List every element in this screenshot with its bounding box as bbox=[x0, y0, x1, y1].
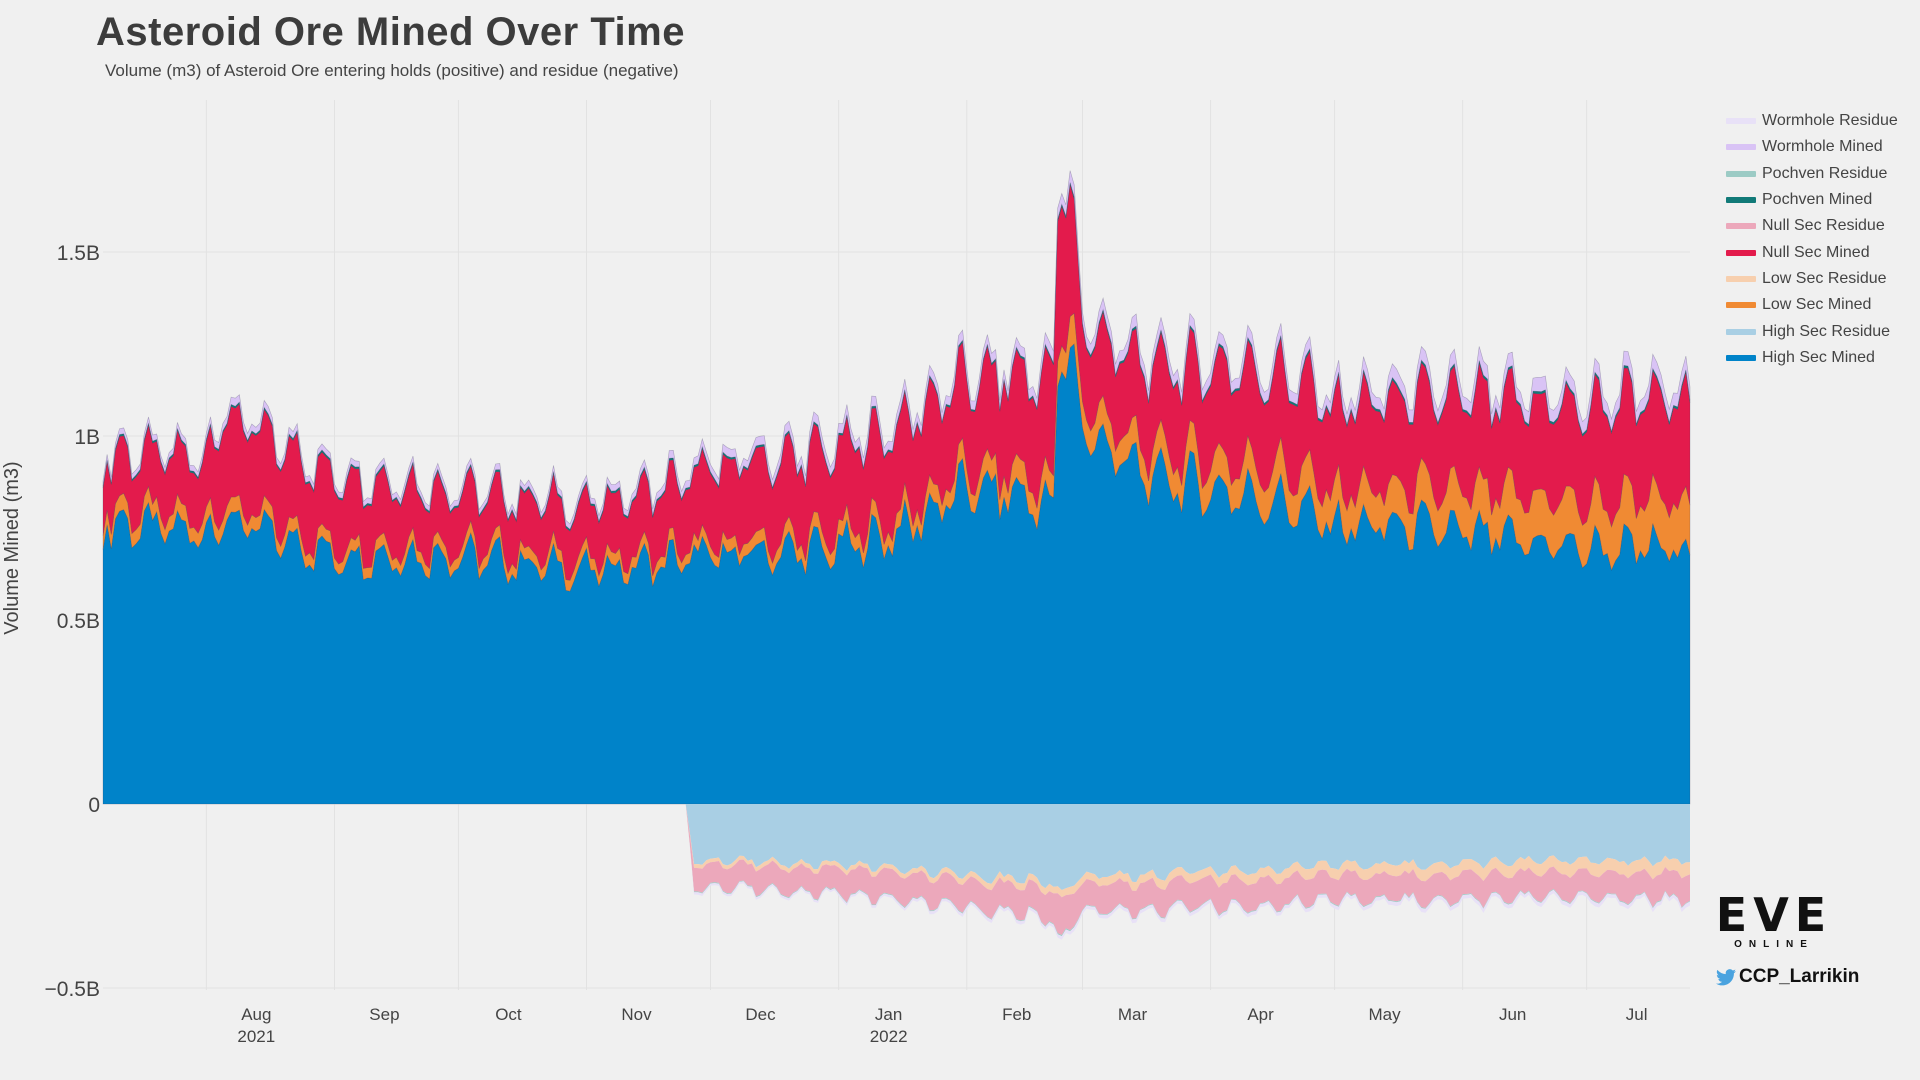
y-tick-label: 0.5B bbox=[57, 610, 100, 633]
x-tick-label: Feb bbox=[1002, 1005, 1031, 1024]
legend-item[interactable]: Pochven Residue bbox=[1726, 161, 1898, 187]
legend-label: Pochven Mined bbox=[1762, 191, 1873, 209]
legend-swatch bbox=[1726, 249, 1756, 256]
logo-subtext: ONLINE bbox=[1734, 939, 1814, 950]
area-high-sec-residue bbox=[103, 804, 1690, 890]
legend-swatch bbox=[1726, 328, 1756, 335]
legend-item[interactable]: Null Sec Mined bbox=[1726, 239, 1898, 265]
legend-item[interactable]: Wormhole Mined bbox=[1726, 134, 1898, 160]
legend-item[interactable]: Null Sec Residue bbox=[1726, 213, 1898, 239]
legend-item[interactable]: Wormhole Residue bbox=[1726, 108, 1898, 134]
chart-subtitle: Volume (m3) of Asteroid Ore entering hol… bbox=[105, 61, 679, 80]
x-tick-label: Mar bbox=[1118, 1005, 1148, 1024]
logo-text: EVE bbox=[1715, 888, 1833, 942]
x-tick-label: Aug bbox=[241, 1005, 271, 1024]
legend: Wormhole Residue Wormhole Mined Pochven Re… bbox=[1726, 108, 1898, 371]
y-tick-label: 1.5B bbox=[57, 242, 100, 265]
legend-item[interactable]: Low Sec Residue bbox=[1726, 266, 1898, 292]
x-tick-year-label: 2022 bbox=[870, 1027, 908, 1046]
legend-swatch bbox=[1726, 144, 1756, 151]
legend-label: Null Sec Mined bbox=[1762, 243, 1870, 261]
legend-swatch bbox=[1726, 275, 1756, 282]
x-tick-label: Apr bbox=[1247, 1005, 1274, 1024]
legend-swatch bbox=[1726, 170, 1756, 177]
twitter-bird-icon bbox=[1716, 968, 1736, 985]
legend-label: High Sec Residue bbox=[1762, 322, 1891, 340]
legend-swatch bbox=[1726, 197, 1756, 204]
handle-text: CCP_Larrikin bbox=[1739, 966, 1860, 987]
x-tick-year-label: 2021 bbox=[237, 1027, 275, 1046]
legend-swatch bbox=[1726, 302, 1756, 309]
y-tick-label: −0.5B bbox=[45, 978, 100, 1001]
legend-item[interactable]: High Sec Residue bbox=[1726, 318, 1898, 344]
legend-item[interactable]: Pochven Mined bbox=[1726, 187, 1898, 213]
y-axis-label: Volume Mined (m3) bbox=[1, 461, 23, 634]
twitter-handle: CCP_Larrikin bbox=[1716, 966, 1859, 988]
x-tick-label: May bbox=[1369, 1005, 1402, 1024]
legend-label: Pochven Residue bbox=[1762, 164, 1888, 182]
legend-item[interactable]: High Sec Mined bbox=[1726, 345, 1898, 371]
legend-label: Wormhole Residue bbox=[1762, 112, 1898, 130]
legend-label: Low Sec Residue bbox=[1762, 269, 1887, 287]
x-tick-label: Jan bbox=[875, 1005, 902, 1024]
legend-swatch bbox=[1726, 223, 1756, 230]
legend-label: Null Sec Residue bbox=[1762, 217, 1885, 235]
stacked-areas bbox=[102, 170, 1691, 940]
x-tick-label: Oct bbox=[495, 1005, 522, 1024]
y-tick-label: 0 bbox=[88, 794, 100, 817]
x-tick-label: Dec bbox=[745, 1005, 776, 1024]
area-wormhole-mined bbox=[102, 170, 1691, 530]
y-axis-ticks: 1.5B 1B 0.5B 0 −0.5B bbox=[45, 242, 100, 1001]
x-tick-label: Jun bbox=[1499, 1005, 1526, 1024]
x-tick-label: Jul bbox=[1626, 1005, 1648, 1024]
legend-label: Low Sec Mined bbox=[1762, 296, 1872, 314]
eve-online-logo: EVE ONLINE bbox=[1712, 888, 1836, 950]
chart-title: Asteroid Ore Mined Over Time bbox=[96, 10, 685, 54]
x-tick-label: Sep bbox=[369, 1005, 399, 1024]
legend-label: High Sec Mined bbox=[1762, 348, 1875, 366]
x-tick-label: Nov bbox=[621, 1005, 652, 1024]
legend-label: Wormhole Mined bbox=[1762, 138, 1883, 156]
y-tick-label: 1B bbox=[74, 426, 100, 449]
legend-item[interactable]: Low Sec Mined bbox=[1726, 292, 1898, 318]
x-axis-ticks: Aug 2021 Sep Oct Nov Dec Jan 2022 Feb Mar Apr May Ju… bbox=[237, 1005, 1647, 1046]
legend-swatch bbox=[1726, 118, 1756, 125]
legend-swatch bbox=[1726, 354, 1756, 361]
